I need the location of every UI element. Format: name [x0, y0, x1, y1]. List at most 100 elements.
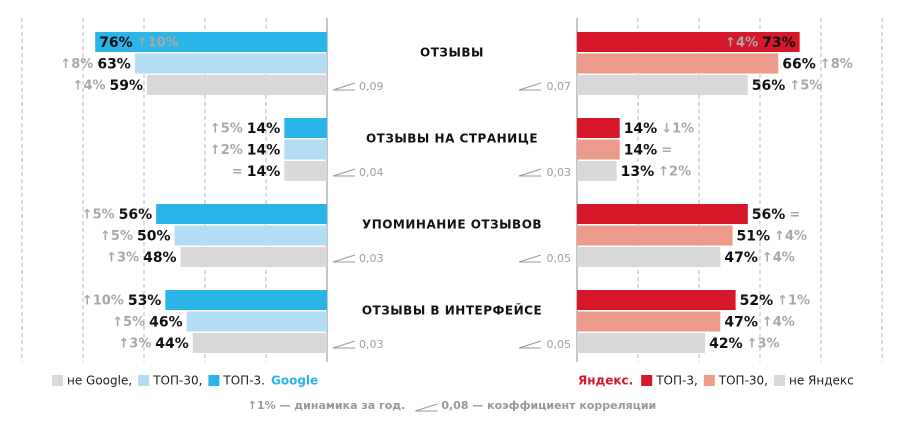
- change-label: ↑3%: [747, 337, 780, 352]
- correlation-icon: [332, 254, 356, 263]
- correlation-label: 0,05: [547, 252, 572, 265]
- value-label: 14%: [247, 164, 281, 180]
- bar: [577, 247, 721, 267]
- change-label: ↑5%: [112, 315, 145, 330]
- correlation-label: 0,09: [359, 80, 384, 93]
- legend-brand: Google: [271, 374, 318, 388]
- bar: [134, 53, 327, 74]
- bar: [186, 311, 327, 332]
- category-label: УПОМИНАНИЕ ОТЗЫВОВ: [362, 218, 542, 232]
- value-label: 52%: [740, 293, 774, 309]
- value-label: 51%: [737, 229, 771, 245]
- bar: [577, 53, 779, 74]
- value-label: 13%: [621, 164, 655, 180]
- value-label: 76%: [99, 35, 133, 51]
- correlation-icon: [332, 168, 356, 177]
- change-label: ↑3%: [106, 251, 139, 266]
- category-label: ОТЗЫВЫ: [420, 46, 484, 60]
- change-label: ↑5%: [210, 122, 243, 137]
- category-label: ОТЗЫВЫ НА СТРАНИЦЕ: [366, 132, 538, 146]
- value-label: 14%: [624, 143, 658, 159]
- value-label: 56%: [119, 207, 153, 223]
- value-label: 42%: [709, 336, 743, 352]
- bar: [577, 225, 733, 246]
- correlation-icon: [518, 254, 542, 263]
- change-label: =: [661, 143, 672, 158]
- bar: [156, 204, 327, 224]
- change-label: ↑4%: [762, 315, 795, 330]
- legend-swatch: [208, 375, 220, 386]
- bar: [95, 32, 327, 52]
- correlation-icon: [332, 82, 356, 91]
- bar: [577, 118, 620, 138]
- change-label: ↑4%: [73, 79, 106, 94]
- value-label: 14%: [624, 121, 658, 137]
- bar: [577, 290, 736, 310]
- legend-swatch: [52, 375, 63, 386]
- correlation-label: 0,04: [359, 166, 384, 179]
- legend-label: ТОП-30,: [152, 374, 202, 388]
- legend-swatch: [703, 375, 715, 386]
- change-label: ↑4%: [725, 36, 758, 51]
- correlation-icon: [415, 403, 438, 412]
- value-label: 66%: [782, 57, 816, 73]
- bar: [284, 118, 327, 138]
- bar: [577, 139, 620, 160]
- value-label: 59%: [110, 78, 144, 94]
- value-label: 46%: [149, 315, 183, 331]
- value-label: 44%: [155, 336, 189, 352]
- bar: [192, 333, 327, 353]
- bar: [577, 32, 800, 52]
- change-label: ↑8%: [60, 57, 93, 72]
- legend-label: ТОП-3.: [222, 374, 265, 388]
- value-label: 14%: [247, 143, 281, 159]
- bar: [180, 247, 327, 267]
- change-label: ↑4%: [762, 251, 795, 266]
- bar: [284, 139, 327, 160]
- value-label: 48%: [143, 250, 177, 266]
- note-change: ↑1% — динамика за год.: [248, 399, 406, 412]
- bar: [147, 75, 327, 95]
- change-label: ↑10%: [137, 36, 179, 51]
- bar: [577, 75, 748, 95]
- bar: [577, 333, 706, 353]
- bar: [577, 311, 721, 332]
- correlation-icon: [518, 82, 542, 91]
- change-label: ↑2%: [658, 165, 691, 180]
- legend-brand: Яндекс.: [578, 374, 633, 388]
- correlation-label: 0,03: [359, 252, 384, 265]
- change-label: ↓1%: [661, 122, 694, 137]
- change-label: ↑1%: [777, 294, 810, 309]
- legend-swatch: [641, 375, 653, 386]
- change-label: ↑3%: [118, 337, 151, 352]
- change-label: ↑5%: [789, 79, 822, 94]
- legend-label: ТОП-30,: [718, 374, 768, 388]
- correlation-icon: [518, 340, 542, 349]
- bar: [577, 161, 617, 181]
- correlation-icon: [518, 168, 542, 177]
- bar: [577, 204, 748, 224]
- value-label: 50%: [137, 229, 171, 245]
- legend-label: не Яндекс: [789, 374, 854, 388]
- bar: [165, 290, 327, 310]
- correlation-label: 0,05: [547, 338, 572, 351]
- bar: [174, 225, 327, 246]
- value-label: 14%: [247, 121, 281, 137]
- legend-swatch: [773, 375, 785, 386]
- value-label: 63%: [97, 57, 131, 73]
- correlation-label: 0,03: [547, 166, 572, 179]
- value-label: 47%: [724, 250, 758, 266]
- legend-label: не Google,: [67, 374, 132, 388]
- value-label: 73%: [762, 35, 796, 51]
- change-label: ↑5%: [100, 229, 133, 244]
- correlation-label: 0,03: [359, 338, 384, 351]
- change-label: =: [232, 165, 243, 180]
- value-label: 56%: [752, 78, 786, 94]
- change-label: ↑2%: [210, 143, 243, 158]
- change-label: ↑10%: [82, 294, 124, 309]
- value-label: 56%: [752, 207, 786, 223]
- bar: [284, 161, 327, 181]
- value-label: 47%: [724, 315, 758, 331]
- change-label: =: [789, 208, 800, 223]
